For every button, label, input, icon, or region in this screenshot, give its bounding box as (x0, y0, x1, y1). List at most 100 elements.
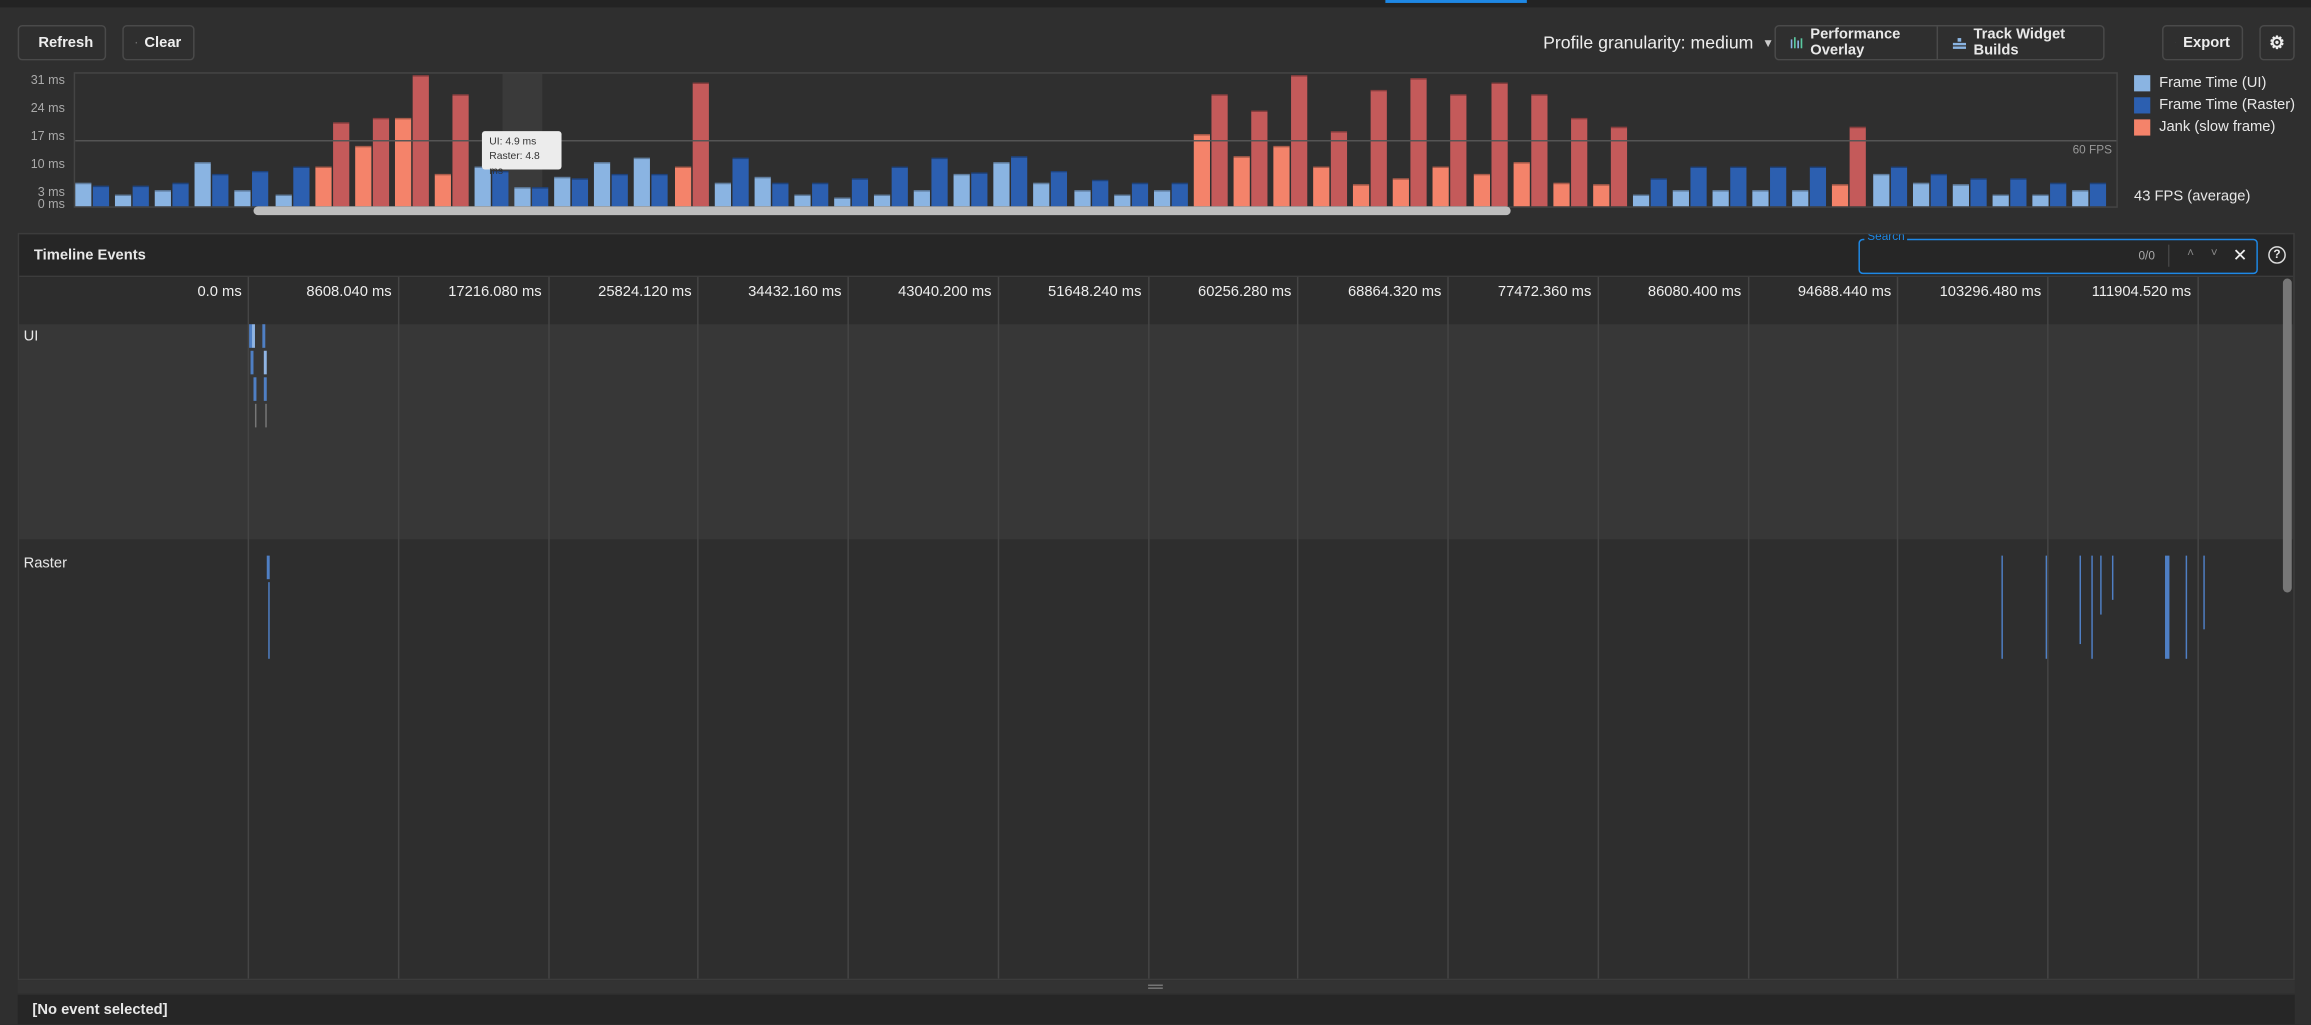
jank-raster-bar[interactable] (372, 118, 389, 207)
ui-bar[interactable] (1792, 190, 1809, 207)
ui-bar[interactable] (1073, 190, 1090, 207)
jank-raster-bar[interactable] (1211, 94, 1228, 207)
jank-ui-bar[interactable] (1832, 184, 1849, 207)
jank-raster-bar[interactable] (1490, 82, 1507, 207)
granularity-dropdown[interactable]: Profile granularity: medium ▼ (1543, 32, 1774, 53)
ui-bar[interactable] (115, 194, 132, 207)
jank-raster-bar[interactable] (1570, 118, 1587, 207)
jank-raster-bar[interactable] (1450, 94, 1468, 207)
raster-bar[interactable] (2009, 178, 2027, 207)
ui-bar[interactable] (1632, 194, 1650, 207)
active-tab-indicator[interactable] (1385, 0, 1527, 3)
raster-track[interactable]: Raster (19, 539, 2294, 979)
raster-bar[interactable] (292, 166, 309, 207)
ui-bar[interactable] (2032, 194, 2049, 207)
raster-bar[interactable] (572, 178, 589, 207)
ui-bar[interactable] (873, 194, 891, 207)
raster-bar[interactable] (1770, 166, 1787, 207)
clear-button[interactable]: Clear (122, 25, 195, 61)
raster-bar[interactable] (1730, 166, 1747, 207)
ui-bar[interactable] (274, 194, 292, 207)
jank-raster-bar[interactable] (452, 94, 469, 207)
help-icon[interactable]: ? (2268, 246, 2286, 264)
ui-bar[interactable] (794, 194, 811, 207)
jank-ui-bar[interactable] (674, 166, 691, 207)
raster-bar[interactable] (811, 182, 828, 207)
ui-bar[interactable] (714, 182, 731, 207)
jank-ui-bar[interactable] (1313, 166, 1330, 207)
ui-bar[interactable] (1033, 182, 1050, 207)
jank-ui-bar[interactable] (1273, 146, 1290, 207)
jank-ui-bar[interactable] (314, 166, 332, 207)
raster-bar[interactable] (1690, 166, 1707, 207)
ui-bar[interactable] (594, 162, 611, 207)
raster-bar[interactable] (2089, 182, 2107, 207)
jank-ui-bar[interactable] (1233, 156, 1250, 207)
settings-button[interactable]: ⚙ (2259, 25, 2295, 61)
raster-bar[interactable] (132, 186, 149, 207)
ui-bar[interactable] (1992, 194, 2009, 207)
raster-bar[interactable] (252, 170, 269, 207)
ui-bar[interactable] (834, 197, 851, 207)
ui-bar[interactable] (953, 174, 971, 207)
raster-bar[interactable] (1650, 178, 1667, 207)
ui-bar[interactable] (1113, 194, 1130, 207)
previous-match-icon[interactable]: ˄ (2187, 246, 2195, 260)
raster-bar[interactable] (2049, 182, 2067, 207)
splitter[interactable] (17, 980, 2295, 994)
raster-bar[interactable] (172, 182, 189, 207)
drag-handle-icon[interactable] (1148, 984, 1163, 989)
ui-bar[interactable] (2072, 190, 2089, 207)
jank-ui-bar[interactable] (1512, 162, 1530, 207)
ui-track[interactable]: UI (19, 324, 2294, 540)
raster-bar[interactable] (1011, 156, 1028, 207)
ui-bar[interactable] (1672, 190, 1689, 207)
jank-ui-bar[interactable] (394, 118, 411, 207)
jank-ui-bar[interactable] (434, 174, 451, 207)
jank-raster-bar[interactable] (332, 122, 349, 207)
ui-bar[interactable] (913, 190, 931, 207)
raster-bar[interactable] (1051, 170, 1068, 207)
raster-bar[interactable] (931, 158, 948, 207)
ui-bar[interactable] (1752, 190, 1769, 207)
raster-bar[interactable] (1171, 182, 1188, 207)
search-input[interactable]: Search 0/0 ˄ ˅ ✕ (1858, 234, 2258, 275)
jank-ui-bar[interactable] (1473, 174, 1490, 207)
ui-bar[interactable] (1912, 182, 1929, 207)
raster-bar[interactable] (1890, 166, 1907, 207)
raster-bar[interactable] (1091, 180, 1108, 207)
jank-ui-bar[interactable] (1592, 184, 1610, 207)
raster-bar[interactable] (651, 174, 669, 207)
raster-bar[interactable] (971, 172, 988, 207)
ui-bar[interactable] (75, 182, 92, 207)
jank-ui-bar[interactable] (1193, 134, 1210, 207)
jank-raster-bar[interactable] (1850, 126, 1867, 207)
raster-bar[interactable] (492, 170, 509, 207)
raster-bar[interactable] (1131, 182, 1148, 207)
jank-ui-bar[interactable] (1393, 178, 1410, 207)
ui-bar[interactable] (194, 162, 212, 207)
track-widget-builds-button[interactable]: Track Widget Builds (1936, 26, 2103, 59)
jank-raster-bar[interactable] (1330, 130, 1348, 207)
jank-raster-bar[interactable] (1370, 90, 1388, 207)
raster-bar[interactable] (1970, 178, 1987, 207)
ui-bar[interactable] (1712, 190, 1729, 207)
jank-ui-bar[interactable] (1433, 166, 1450, 207)
raster-bar[interactable] (851, 178, 868, 207)
ui-bar[interactable] (993, 162, 1010, 207)
jank-ui-bar[interactable] (1552, 182, 1570, 207)
raster-bar[interactable] (92, 186, 110, 207)
jank-raster-bar[interactable] (1251, 110, 1268, 207)
ui-bar[interactable] (514, 186, 531, 207)
ui-bar[interactable] (754, 176, 771, 207)
chart-scrollbar[interactable] (253, 206, 1511, 216)
ui-bar[interactable] (1872, 174, 1889, 207)
close-icon[interactable]: ✕ (2232, 244, 2248, 266)
ui-bar[interactable] (554, 176, 571, 207)
ui-bar[interactable] (1153, 190, 1170, 207)
raster-bar[interactable] (212, 174, 229, 207)
ui-bar[interactable] (155, 190, 172, 207)
jank-ui-bar[interactable] (354, 146, 371, 207)
raster-bar[interactable] (891, 166, 908, 207)
jank-raster-bar[interactable] (1610, 126, 1627, 207)
